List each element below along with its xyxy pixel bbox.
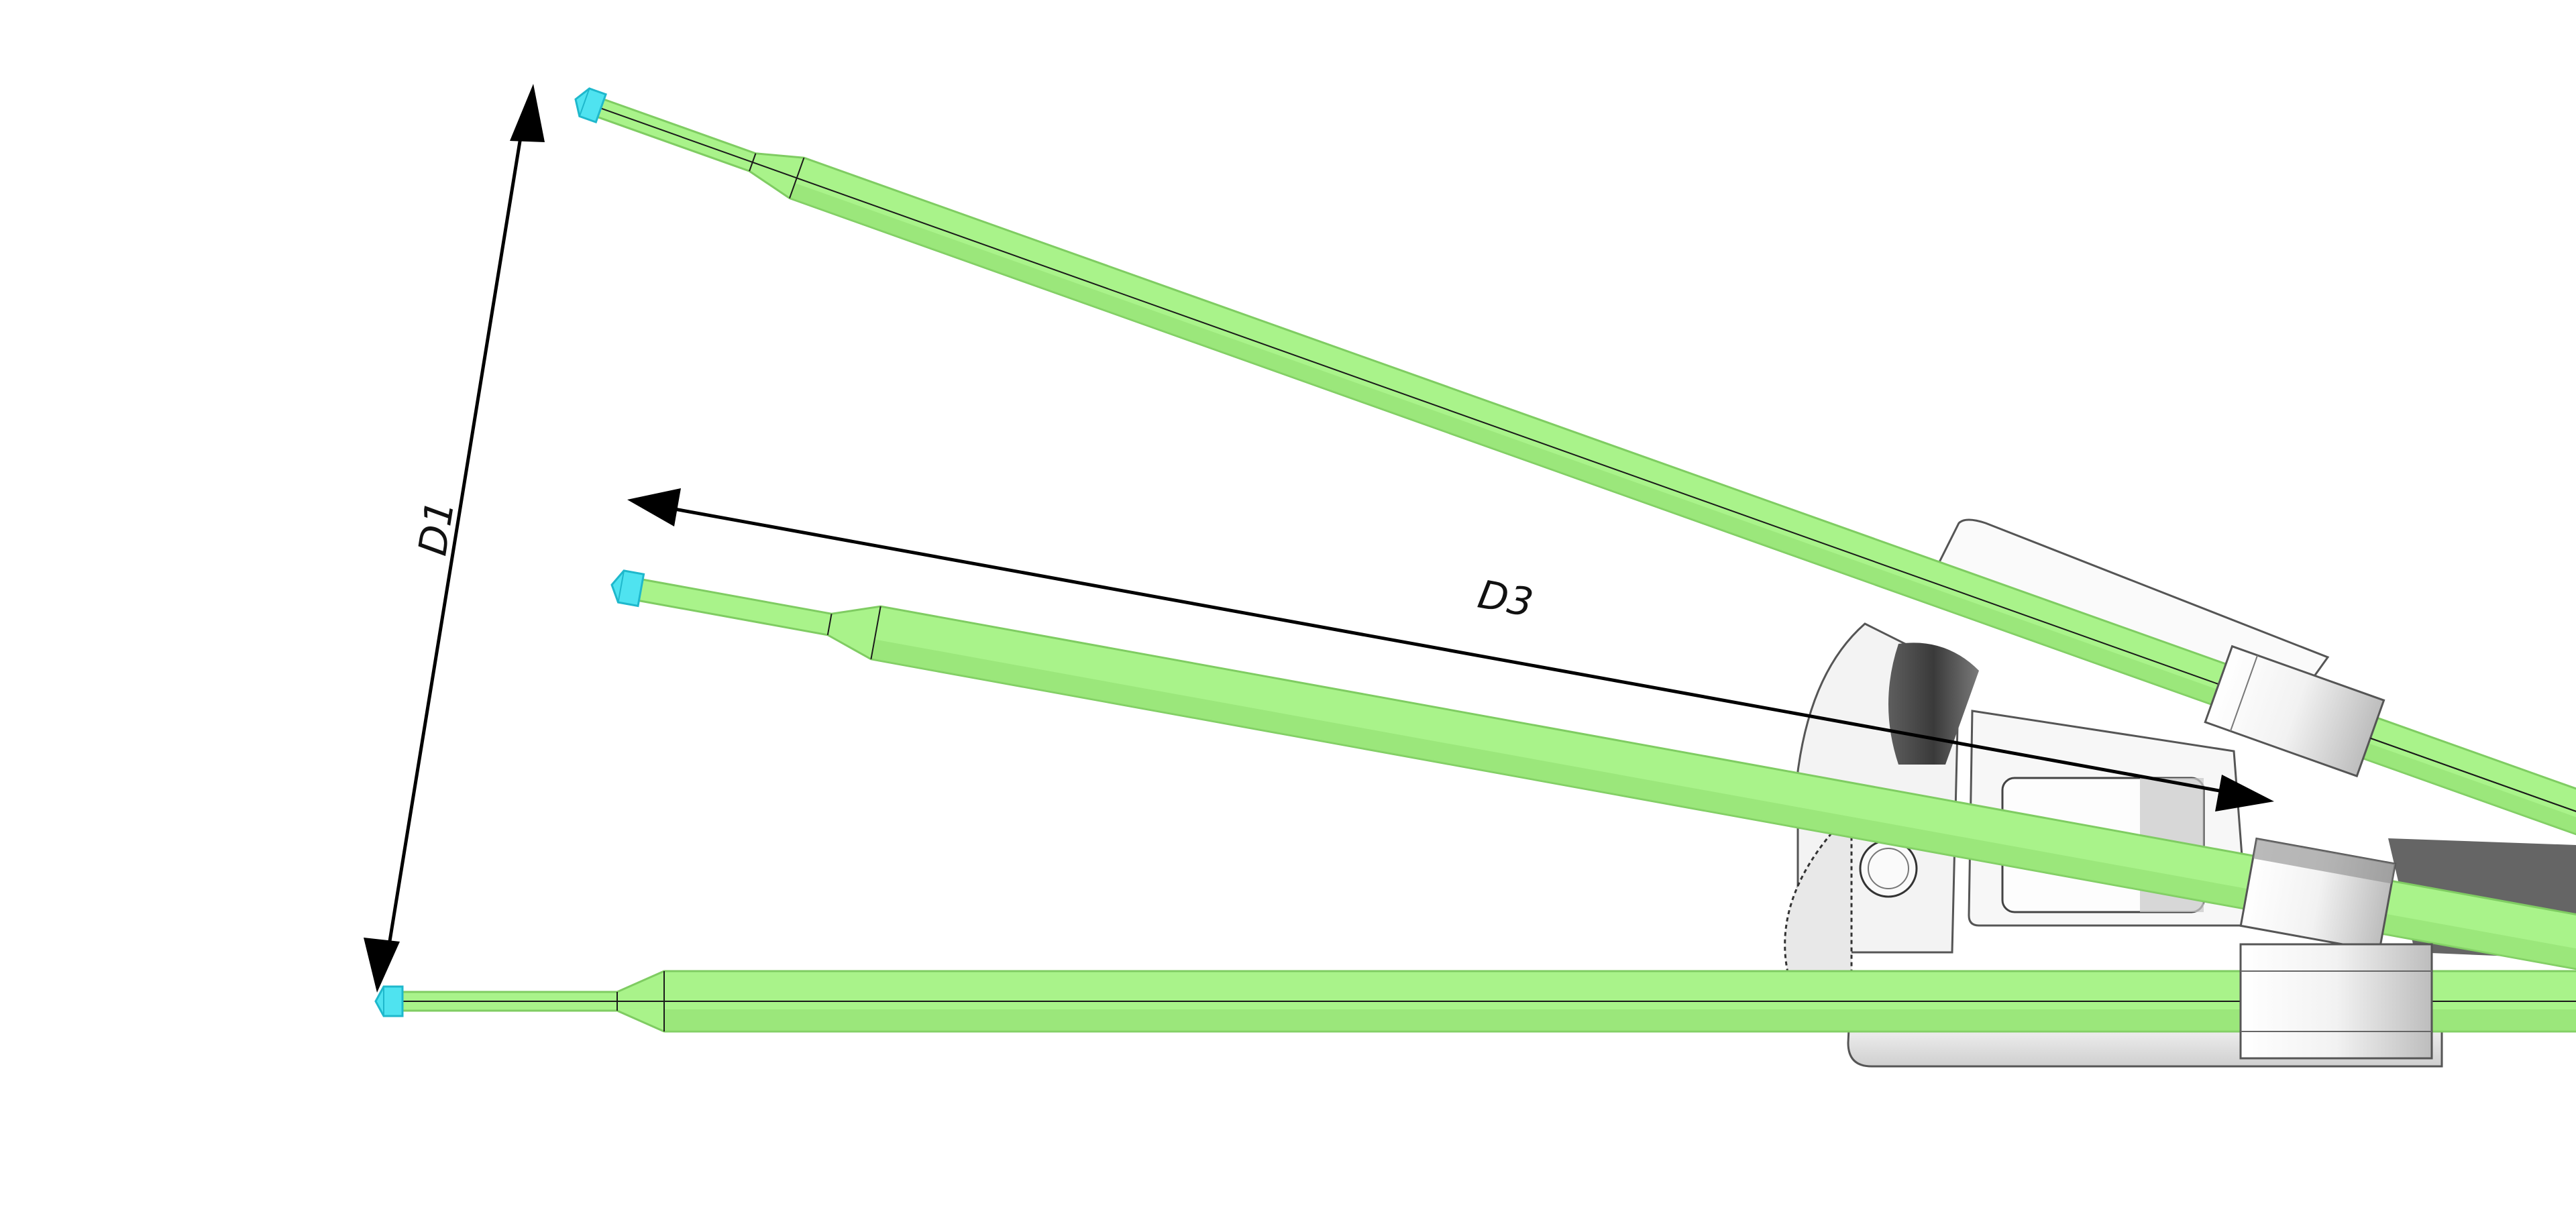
gear-sector [1784,809,1853,974]
d1-arrowhead-bottom [364,938,400,993]
dark-slot [1888,642,1979,765]
d1-label: D1 [409,498,463,559]
d3-arrowhead-left [627,488,681,526]
lower-collar [2239,943,2433,1060]
lower-tip [374,985,404,1017]
pivot-pin-inner [1868,848,1909,889]
upper-rod [574,87,2576,871]
d3-label: D3 [1474,571,1536,626]
middle-tip [610,569,645,608]
d1-arrowhead-top [510,84,545,142]
lower-rod [374,943,2576,1060]
d1-line [384,120,525,966]
d3-arrowhead-right [2215,775,2274,811]
dimension-d3: D3 [627,488,2274,811]
d3-line [670,506,2235,795]
upper-tip [574,87,607,124]
middle-collar [2239,837,2397,952]
middle-rod [610,569,2576,975]
dimension-d1: D1 [364,84,545,993]
